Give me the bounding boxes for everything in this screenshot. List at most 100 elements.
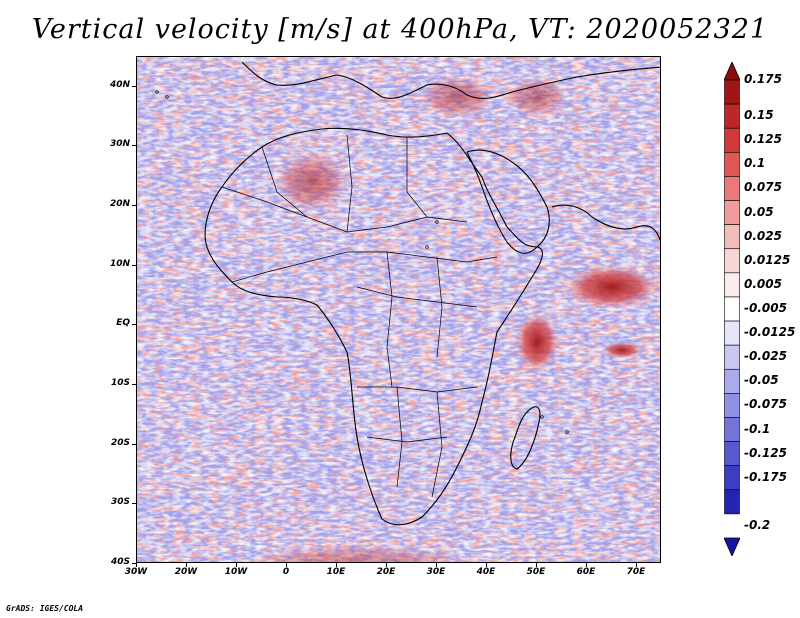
lon-tick (236, 563, 237, 567)
lat-label-10s: 10S (110, 378, 130, 389)
colorbar-swatch (724, 296, 740, 322)
lat-tick (132, 205, 136, 206)
lon-tick (486, 563, 487, 567)
lon-label-40e: 40E (476, 567, 496, 577)
lon-tick (136, 563, 137, 567)
colorbar-swatch (724, 103, 740, 129)
hotspot-southern-ocean (237, 544, 477, 562)
colorbar-swatch (724, 176, 740, 201)
island-mark (540, 415, 544, 419)
lat-label-40s: 40S (110, 557, 130, 567)
lon-label-30e: 30E (426, 567, 446, 577)
colorbar-top-arrow (724, 62, 740, 81)
colorbar-label: -0.0125 (744, 325, 796, 340)
lon-label-20w: 20W (174, 567, 198, 577)
lon-label-20e: 20E (376, 567, 396, 577)
colorbar-label: -0.125 (744, 445, 787, 460)
hotspot-arabian-sea (564, 265, 660, 309)
colorbar-bottom-arrow (724, 537, 740, 556)
colorbar-label: 0.075 (744, 180, 782, 195)
lat-tick (132, 145, 136, 146)
colorbar-label: 0.125 (744, 132, 782, 147)
colorbar-swatch (724, 393, 740, 418)
colorbar-label: -0.025 (744, 349, 787, 364)
lat-tick (132, 86, 136, 87)
lon-label-70e: 70E (626, 567, 646, 577)
colorbar-swatch (724, 441, 740, 466)
border-vertical-1 (386, 251, 393, 388)
border-south-4 (431, 391, 443, 498)
colorbar-label: 0.175 (744, 72, 782, 86)
hotspot-indian-ocean (515, 312, 559, 372)
hotspot-middle-east (505, 77, 569, 117)
lon-label-10w: 10W (224, 567, 248, 577)
colorbar-swatch (724, 79, 740, 105)
grads-credit: GrADS: IGES/COLA (6, 604, 84, 613)
colorbar-swatch (724, 368, 740, 394)
lat-tick (132, 503, 136, 504)
colorbar-label: -0.075 (744, 397, 787, 412)
lat-tick (132, 444, 136, 445)
colorbar-swatch (724, 200, 740, 225)
colorbar-swatch (724, 224, 740, 250)
white-streaks (137, 57, 660, 562)
lon-tick (536, 563, 537, 567)
border-south-3 (396, 386, 403, 488)
lat-label-30n: 30N (109, 139, 130, 150)
plot-title: Vertical velocity [m/s] at 400hPa, VT: 2… (31, 14, 769, 45)
colorbar-label: 0.05 (744, 204, 774, 219)
colorbar-label: 0.0125 (744, 252, 791, 267)
lon-tick (436, 563, 437, 567)
lon-label-0: 0 (282, 567, 290, 577)
colorbar-swatch (724, 344, 740, 370)
lon-tick (286, 563, 287, 567)
lon-label-50e: 50E (526, 567, 546, 577)
madagascar-coastline (510, 406, 541, 470)
colorbar-label: 0.15 (744, 108, 774, 123)
border-north-3 (346, 134, 353, 233)
country-borders (221, 134, 498, 498)
lon-tick (386, 563, 387, 567)
colorbar-swatch (724, 248, 740, 274)
lon-label-60e: 60E (576, 567, 596, 577)
border-central (356, 286, 478, 308)
lat-label-20s: 20S (110, 437, 130, 448)
colorbar-label: -0.2 (744, 517, 771, 532)
lat-label-eq: EQ (116, 318, 130, 329)
colorbar-swatch (724, 152, 740, 177)
colorbar-swatch (724, 417, 740, 442)
lat-tick (132, 563, 136, 564)
map-frame (136, 56, 661, 563)
strong-ascent-regions (237, 75, 660, 562)
lon-tick (336, 563, 337, 567)
lon-tick (186, 563, 187, 567)
colorbar-swatch (724, 320, 740, 346)
island-mark (565, 430, 569, 434)
lat-tick (132, 265, 136, 266)
colorbar-label: -0.175 (744, 469, 787, 484)
border-south-1 (357, 386, 478, 393)
island-mark (155, 90, 159, 94)
lon-tick (636, 563, 637, 567)
border-vertical-2 (436, 256, 443, 358)
border-south-2 (366, 436, 448, 443)
colorbar-swatch (724, 489, 740, 515)
asia-coastline (551, 204, 660, 242)
colorbar-swatch (724, 272, 740, 298)
europe-coastline (241, 61, 660, 99)
border-north-2 (261, 146, 308, 218)
lon-tick (586, 563, 587, 567)
border-north-4 (406, 137, 428, 218)
colorbar-swatch (724, 127, 740, 153)
lat-tick (132, 384, 136, 385)
map-marks (155, 90, 569, 434)
colorbar-label: -0.05 (744, 373, 779, 388)
vertical-velocity-map (137, 57, 660, 562)
hotspot-mediterranean (417, 75, 497, 119)
colorbar-label: 0.1 (744, 156, 766, 171)
lat-label-40n: 40N (109, 79, 130, 90)
colorbar-swatch (724, 465, 740, 491)
lat-tick (132, 324, 136, 325)
colorbar-label: 0.025 (744, 228, 782, 243)
lat-label-30s: 30S (110, 497, 130, 508)
